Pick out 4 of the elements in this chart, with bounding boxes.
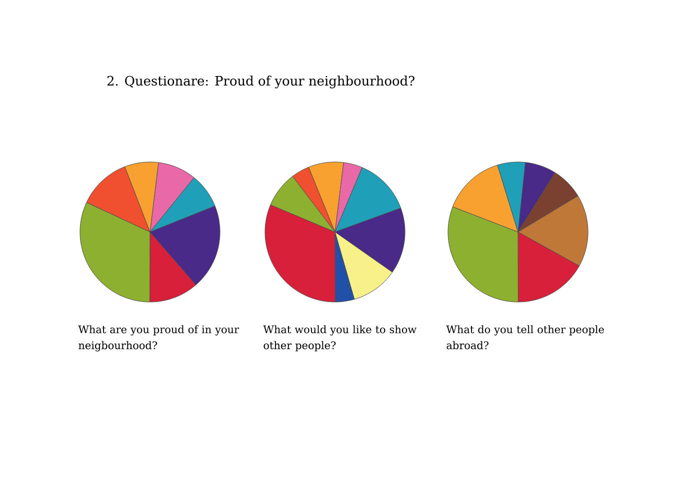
text: What do you tell other people abroad? — [446, 325, 604, 350]
text: 2. Questionare: Proud of your neighbourhood? — [107, 76, 414, 88]
text: What would you like to show other people? — [263, 325, 416, 352]
text: What are you proud of in your neigbourhood? — [78, 325, 240, 352]
